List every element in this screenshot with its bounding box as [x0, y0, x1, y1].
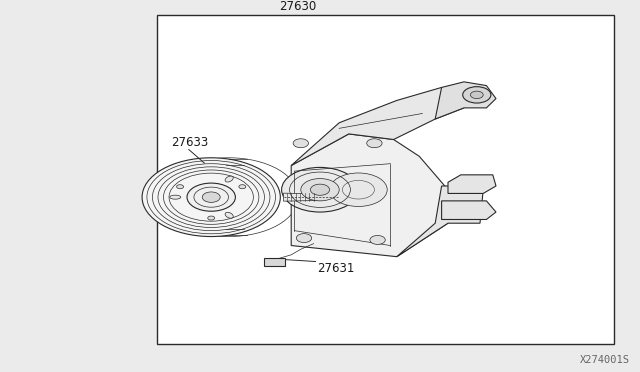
Ellipse shape	[225, 176, 233, 182]
Polygon shape	[264, 258, 285, 266]
Circle shape	[177, 185, 184, 189]
Circle shape	[296, 234, 312, 243]
Ellipse shape	[301, 179, 339, 201]
Ellipse shape	[142, 158, 280, 237]
Polygon shape	[448, 175, 496, 193]
Polygon shape	[435, 82, 496, 119]
Ellipse shape	[310, 184, 330, 195]
Circle shape	[463, 87, 491, 103]
Circle shape	[470, 91, 483, 99]
Circle shape	[239, 185, 246, 189]
Text: 27633: 27633	[172, 136, 209, 149]
Circle shape	[208, 216, 214, 220]
Polygon shape	[397, 186, 483, 257]
Polygon shape	[291, 87, 464, 166]
Polygon shape	[442, 201, 496, 219]
Text: 27630: 27630	[279, 0, 316, 13]
Polygon shape	[291, 134, 448, 257]
Circle shape	[293, 139, 308, 148]
Ellipse shape	[170, 195, 180, 199]
Text: 27631: 27631	[317, 262, 354, 275]
Circle shape	[202, 192, 220, 202]
Circle shape	[370, 235, 385, 244]
Circle shape	[330, 173, 387, 206]
Ellipse shape	[282, 167, 358, 212]
Circle shape	[367, 139, 382, 148]
Circle shape	[187, 183, 236, 211]
Ellipse shape	[225, 212, 233, 218]
Text: X274001S: X274001S	[580, 355, 630, 365]
Bar	[157, 15, 614, 344]
Polygon shape	[284, 193, 322, 201]
